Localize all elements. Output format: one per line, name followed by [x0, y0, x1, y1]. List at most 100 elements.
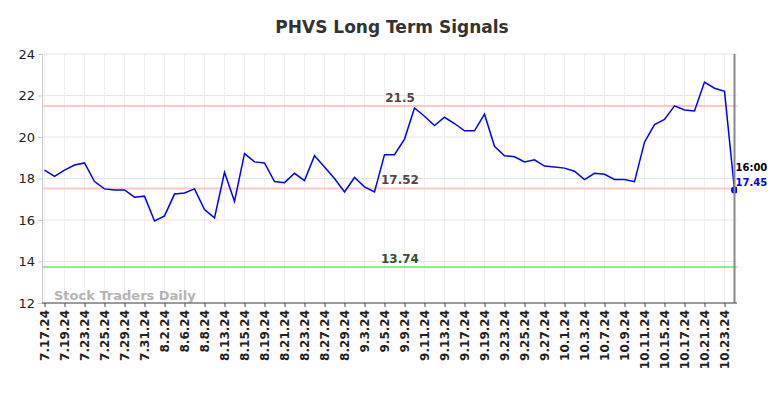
x-tick-mark	[205, 303, 206, 307]
grid-line	[544, 54, 545, 303]
x-tick-label: 9.3.24	[358, 310, 372, 353]
y-tick-label: 22	[18, 88, 35, 103]
value-label: 17.45	[736, 177, 768, 188]
grid-line	[164, 54, 165, 303]
x-tick: 10.11.24	[638, 303, 652, 369]
x-tick: 8.27.24	[318, 303, 332, 361]
x-tick: 8.6.24	[178, 303, 192, 353]
x-tick-label: 7.29.24	[118, 310, 132, 361]
price-line	[45, 82, 735, 221]
grid-line	[704, 54, 705, 303]
grid-line	[344, 54, 345, 303]
x-tick-label: 9.19.24	[478, 310, 492, 361]
reference-label: 21.5	[385, 91, 415, 105]
chart: PHVS Long Term SignalsStock Traders Dail…	[0, 0, 784, 398]
x-tick-mark	[265, 303, 266, 307]
y-tick-label: 20	[18, 130, 35, 145]
x-tick: 8.23.24	[298, 303, 312, 361]
grid-line	[424, 54, 425, 303]
x-tick-label: 8.13.24	[218, 310, 232, 361]
x-tick-label: 9.13.24	[438, 310, 452, 361]
x-tick-mark	[465, 303, 466, 307]
x-tick-mark	[725, 303, 726, 307]
grid-line	[484, 54, 485, 303]
x-tick: 7.31.24	[138, 303, 152, 361]
y-tick-label: 18	[18, 171, 35, 186]
x-tick-mark	[125, 303, 126, 307]
x-tick-mark	[685, 303, 686, 307]
x-tick: 7.17.24	[38, 303, 52, 361]
grid-line	[104, 54, 105, 303]
y-axis-line	[38, 55, 43, 304]
x-tick-label: 7.31.24	[138, 310, 152, 361]
x-tick-label: 10.17.24	[678, 310, 692, 369]
x-tick-label: 10.21.24	[698, 310, 712, 369]
x-tick: 8.15.24	[238, 303, 252, 361]
x-tick-label: 9.11.24	[418, 310, 432, 361]
y-tick: 12	[18, 296, 42, 311]
x-tick-label: 8.15.24	[238, 310, 252, 361]
x-tick-mark	[345, 303, 346, 307]
y-tick-label: 24	[18, 47, 35, 62]
y-tick-mark	[38, 220, 42, 221]
x-tick-label: 8.21.24	[278, 310, 292, 361]
y-tick-mark	[38, 179, 42, 180]
grid-line	[624, 54, 625, 303]
x-tick-mark	[525, 303, 526, 307]
x-tick-label: 8.8.24	[198, 310, 212, 353]
grid-line	[664, 54, 665, 303]
y-axis: 12 14 16 18 20 22 24	[18, 47, 42, 311]
x-tick: 8.2.24	[158, 303, 172, 353]
x-tick-label: 7.25.24	[98, 310, 112, 361]
x-tick-mark	[285, 303, 286, 307]
y-tick-label: 12	[18, 296, 35, 311]
x-tick-label: 10.1.24	[558, 310, 572, 361]
x-tick: 10.1.24	[558, 303, 572, 361]
grid-line	[324, 54, 325, 303]
x-tick: 10.17.24	[678, 303, 692, 369]
x-tick: 9.9.24	[398, 303, 412, 353]
x-tick-mark	[585, 303, 586, 307]
x-tick-mark	[405, 303, 406, 307]
grid-line	[224, 54, 225, 303]
y-tick-mark	[38, 303, 42, 304]
x-tick-label: 8.6.24	[178, 310, 192, 353]
y-tick: 22	[18, 88, 42, 103]
x-tick-label: 9.17.24	[458, 310, 472, 361]
x-tick-mark	[565, 303, 566, 307]
x-tick-label: 10.23.24	[718, 310, 732, 369]
grid-line	[564, 54, 565, 303]
x-tick-mark	[545, 303, 546, 307]
grid-line	[364, 54, 365, 303]
x-tick: 9.11.24	[418, 303, 432, 361]
watermark: Stock Traders Daily	[54, 288, 196, 303]
x-tick: 10.7.24	[598, 303, 612, 361]
x-tick: 10.3.24	[578, 303, 592, 361]
y-tick-label: 16	[18, 213, 35, 228]
x-tick-mark	[245, 303, 246, 307]
x-tick-label: 8.2.24	[158, 310, 172, 353]
x-tick: 9.17.24	[458, 303, 472, 361]
grid-line	[604, 54, 605, 303]
grid-line	[684, 54, 685, 303]
x-tick-mark	[65, 303, 66, 307]
x-axis: 7.17.247.19.247.23.247.25.247.29.247.31.…	[38, 303, 737, 369]
x-tick: 9.25.24	[518, 303, 532, 361]
x-tick-label: 9.9.24	[398, 310, 412, 353]
x-tick-mark	[105, 303, 106, 307]
y-tick: 18	[18, 171, 42, 186]
x-tick-label: 9.25.24	[518, 310, 532, 361]
plot-area	[42, 82, 737, 267]
x-tick-mark	[625, 303, 626, 307]
x-tick: 10.15.24	[658, 303, 672, 369]
y-tick: 20	[18, 130, 42, 145]
y-tick-mark	[38, 54, 42, 55]
grid-line	[42, 54, 737, 55]
grid-line	[244, 54, 245, 303]
y-tick-label: 14	[18, 254, 35, 269]
x-tick-mark	[705, 303, 706, 307]
y-tick: 24	[18, 47, 42, 62]
x-tick-label: 9.5.24	[378, 310, 392, 353]
x-tick-label: 8.27.24	[318, 310, 332, 361]
x-tick: 9.5.24	[378, 303, 392, 353]
